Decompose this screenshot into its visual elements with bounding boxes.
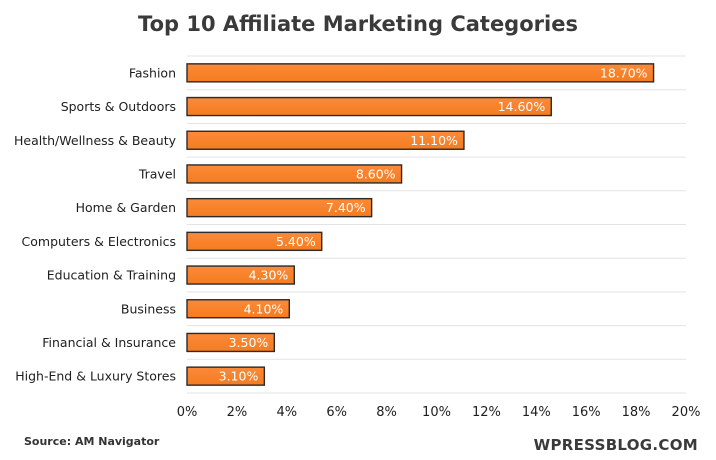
x-tick-label: 18%: [622, 405, 651, 420]
bar: [186, 332, 276, 353]
x-tick-label: 8%: [376, 405, 397, 420]
x-tick-label: 10%: [422, 405, 451, 420]
bar: [186, 96, 552, 117]
bars: 18.70% 14.60% 11.10% 8.60% 7.40% 5.40% 4.30% 4.…: [186, 63, 655, 386]
x-tick-label: 6%: [326, 405, 347, 420]
x-tick-label: 20%: [672, 405, 701, 420]
category-label: Travel: [138, 166, 176, 181]
bar-value-label: 14.60%: [498, 99, 546, 114]
chart-title: Top 10 Affiliate Marketing Categories: [138, 12, 578, 36]
category-label: Health/Wellness & Beauty: [14, 133, 177, 148]
bar-value-label: 3.50%: [229, 335, 269, 350]
bar: [186, 197, 373, 218]
category-label: Fashion: [129, 65, 176, 80]
bar-value-label: 18.70%: [600, 65, 648, 80]
x-tick-label: 12%: [472, 405, 501, 420]
category-label: Education & Training: [47, 268, 176, 283]
brand-watermark: WPRESSBLOG.COM: [534, 436, 698, 454]
category-label: Sports & Outdoors: [61, 99, 176, 114]
bar-value-label: 5.40%: [276, 234, 316, 249]
category-label: High-End & Luxury Stores: [15, 369, 176, 384]
bar: [186, 130, 465, 150]
bar: [186, 299, 290, 319]
category-label: Business: [121, 301, 176, 316]
x-tick-label: 4%: [276, 405, 297, 420]
bar: [186, 164, 403, 184]
x-tick-label: 0%: [177, 405, 198, 420]
x-axis-ticks: 0% 2% 4% 6% 8% 10% 12% 14% 16% 18% 20%: [177, 405, 701, 420]
source-note: Source: AM Navigator: [24, 435, 160, 448]
bar-value-label: 7.40%: [326, 200, 366, 215]
category-label: Computers & Electronics: [22, 234, 176, 249]
bar-value-label: 8.60%: [356, 166, 396, 181]
bar: [186, 265, 295, 285]
x-tick-label: 2%: [227, 405, 248, 420]
bar: [186, 231, 323, 252]
bar-value-label: 11.10%: [410, 133, 458, 148]
x-tick-label: 16%: [572, 405, 601, 420]
bar-value-label: 4.10%: [244, 301, 284, 316]
grid-lines: [187, 55, 686, 394]
bar-value-label: 3.10%: [219, 369, 259, 384]
bar: [186, 63, 655, 83]
category-labels: Fashion Sports & Outdoors Health/Wellness …: [14, 65, 177, 383]
bar: [186, 366, 266, 386]
category-label: Financial & Insurance: [42, 335, 176, 350]
x-tick-label: 14%: [522, 405, 551, 420]
category-label: Home & Garden: [76, 200, 176, 215]
bar-value-label: 4.30%: [249, 268, 289, 283]
